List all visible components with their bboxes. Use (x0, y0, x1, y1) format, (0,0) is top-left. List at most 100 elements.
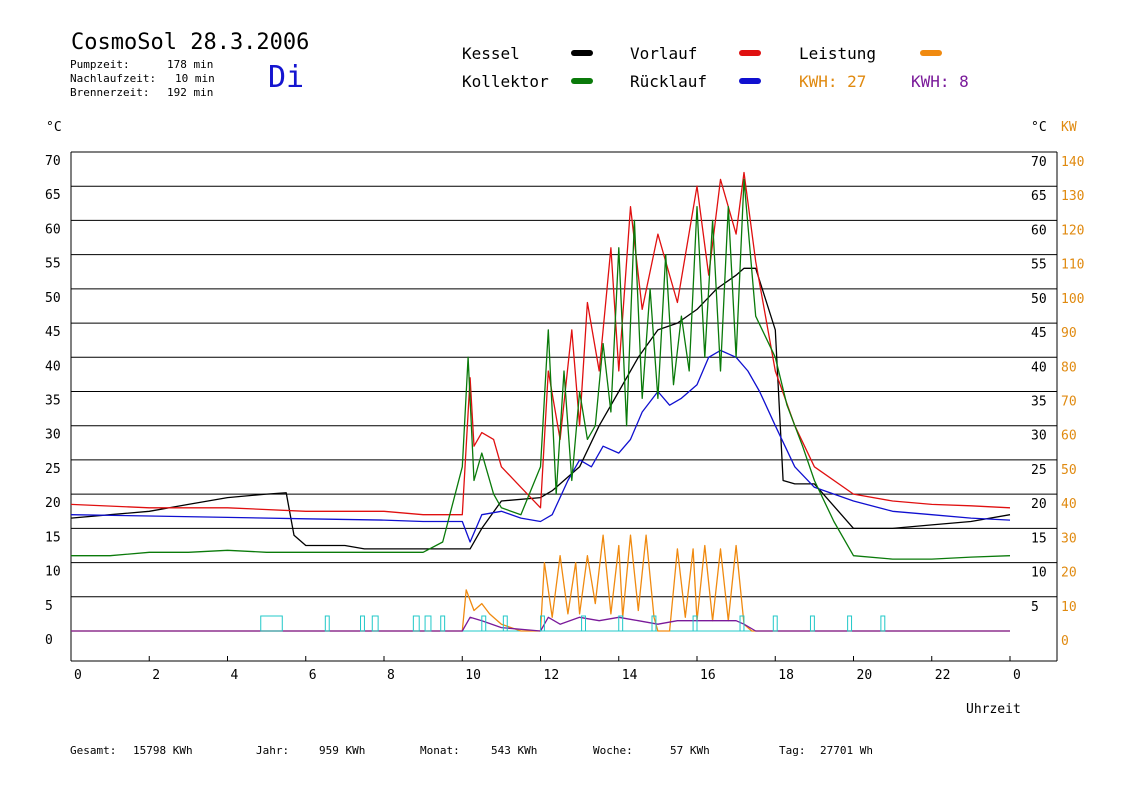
power-axis-unit: KW (1061, 120, 1077, 135)
y-tick-right-35: 35 (1031, 395, 1047, 410)
footer-monat-label: Monat: (420, 744, 460, 757)
power-tick-140: 140 (1061, 155, 1084, 170)
power-tick-90: 90 (1061, 326, 1077, 341)
x-tick-12: 0 (1013, 668, 1021, 683)
power-tick-60: 60 (1061, 429, 1077, 444)
x-tick-10: 20 (857, 668, 873, 683)
stat-brennerzeit-value: 192 min (167, 86, 214, 99)
x-tick-5: 10 (465, 668, 481, 683)
power-tick-80: 80 (1061, 360, 1077, 375)
x-tick-9: 18 (778, 668, 794, 683)
footer-gesamt-label: Gesamt: (70, 744, 117, 757)
y-tick-left-65: 65 (45, 188, 61, 203)
y-tick-left-35: 35 (45, 394, 61, 409)
x-tick-2: 4 (231, 668, 239, 683)
power-tick-10: 10 (1061, 600, 1077, 615)
y-tick-right-50: 50 (1031, 292, 1047, 307)
stat-nachlaufzeit-label: Nachlaufzeit: (70, 72, 157, 85)
footer-jahr-label: Jahr: (256, 744, 290, 757)
y-tick-right-25: 25 (1031, 463, 1047, 478)
kwh-total-label: KWH: 27 (799, 72, 867, 91)
y-tick-right-5: 5 (1031, 600, 1039, 615)
power-tick-120: 120 (1061, 223, 1084, 238)
y-tick-right-40: 40 (1031, 360, 1047, 375)
x-tick-11: 22 (935, 668, 951, 683)
y-tick-left-60: 60 (45, 222, 61, 237)
y-tick-right-65: 65 (1031, 189, 1047, 204)
x-tick-1: 2 (152, 668, 160, 683)
y-tick-right-60: 60 (1031, 223, 1047, 238)
power-tick-110: 110 (1061, 258, 1084, 273)
stat-nachlaufzeit-value: 10 min (175, 72, 215, 85)
y-tick-right-10: 10 (1031, 566, 1047, 581)
y-tick-left-50: 50 (45, 291, 61, 306)
pump-pulse-16 (809, 615, 815, 632)
y-tick-right-55: 55 (1031, 258, 1047, 273)
footer-tag-label: Tag: (779, 744, 806, 757)
pump-pulse-6 (440, 615, 446, 632)
y-tick-right-15: 15 (1031, 531, 1047, 546)
series-kollektor (71, 178, 1011, 560)
stat-brennerzeit-label: Brennerzeit: (70, 86, 150, 99)
series-leistung (71, 534, 1010, 632)
kwh-day-label: KWH: 8 (911, 72, 969, 91)
legend-kollektor-label: Kollektor (462, 72, 549, 91)
x-tick-7: 14 (622, 668, 638, 683)
power-tick-0: 0 (1061, 634, 1069, 649)
x-tick-4: 8 (387, 668, 395, 683)
y-tick-left-5: 5 (45, 599, 53, 614)
x-axis-label: Uhrzeit (966, 702, 1021, 717)
y-tick-right-70: 70 (1031, 155, 1047, 170)
y-tick-left-70: 70 (45, 154, 61, 169)
y-tick-right-20: 20 (1031, 497, 1047, 512)
pump-pulse-14 (739, 615, 745, 632)
pump-pulse-15 (772, 615, 778, 632)
y-tick-right-45: 45 (1031, 326, 1047, 341)
x-tick-8: 16 (700, 668, 716, 683)
x-tick-6: 12 (544, 668, 560, 683)
legend-kollektor-swatch (571, 78, 593, 84)
pump-pulse-9 (540, 615, 545, 632)
y-tick-left-0: 0 (45, 633, 53, 648)
chart-title: CosmoSol 28.3.2006 (71, 30, 310, 55)
power-tick-70: 70 (1061, 395, 1077, 410)
x-tick-0: 0 (74, 668, 82, 683)
y-tick-left-45: 45 (45, 325, 61, 340)
footer-tag-value: 27701 Wh (820, 744, 873, 757)
pump-pulse-17 (847, 615, 853, 632)
y-tick-left-15: 15 (45, 530, 61, 545)
series-r-cklauf (70, 349, 1011, 543)
pump-pulse-7 (481, 615, 487, 632)
y-tick-left-10: 10 (45, 565, 61, 580)
y-axis-left-unit: °C (46, 120, 62, 135)
pump-pulse-5 (424, 615, 432, 632)
pump-pulse-10 (581, 615, 586, 632)
weekday-label: Di (268, 60, 305, 95)
pump-pulse-2 (360, 615, 365, 632)
pump-pulse-11 (618, 615, 624, 632)
legend-kessel-swatch (571, 50, 593, 56)
stat-pumpzeit-value: 178 min (167, 58, 214, 71)
pump-pulse-13 (692, 615, 698, 632)
y-tick-left-40: 40 (45, 359, 61, 374)
y-tick-left-20: 20 (45, 496, 61, 511)
footer-woche-value: 57 KWh (670, 744, 710, 757)
legend-leistung-label: Leistung (799, 44, 877, 63)
footer-jahr-value: 959 KWh (319, 744, 366, 757)
y-tick-right-30: 30 (1031, 429, 1047, 444)
y-tick-left-25: 25 (45, 462, 61, 477)
pump-pulse-8 (502, 615, 508, 632)
footer-woche-label: Woche: (593, 744, 633, 757)
chart-series (70, 171, 1011, 632)
power-tick-130: 130 (1061, 189, 1084, 204)
legend-leistung-swatch (920, 50, 942, 56)
footer-gesamt-value: 15798 KWh (133, 744, 193, 757)
legend-ruecklauf-label: Rücklauf (630, 72, 708, 91)
series-leistung-tag (71, 616, 1010, 632)
power-tick-40: 40 (1061, 497, 1077, 512)
y-tick-left-55: 55 (45, 257, 61, 272)
pump-pulse-12 (651, 615, 657, 632)
series-pumpe (260, 615, 886, 632)
